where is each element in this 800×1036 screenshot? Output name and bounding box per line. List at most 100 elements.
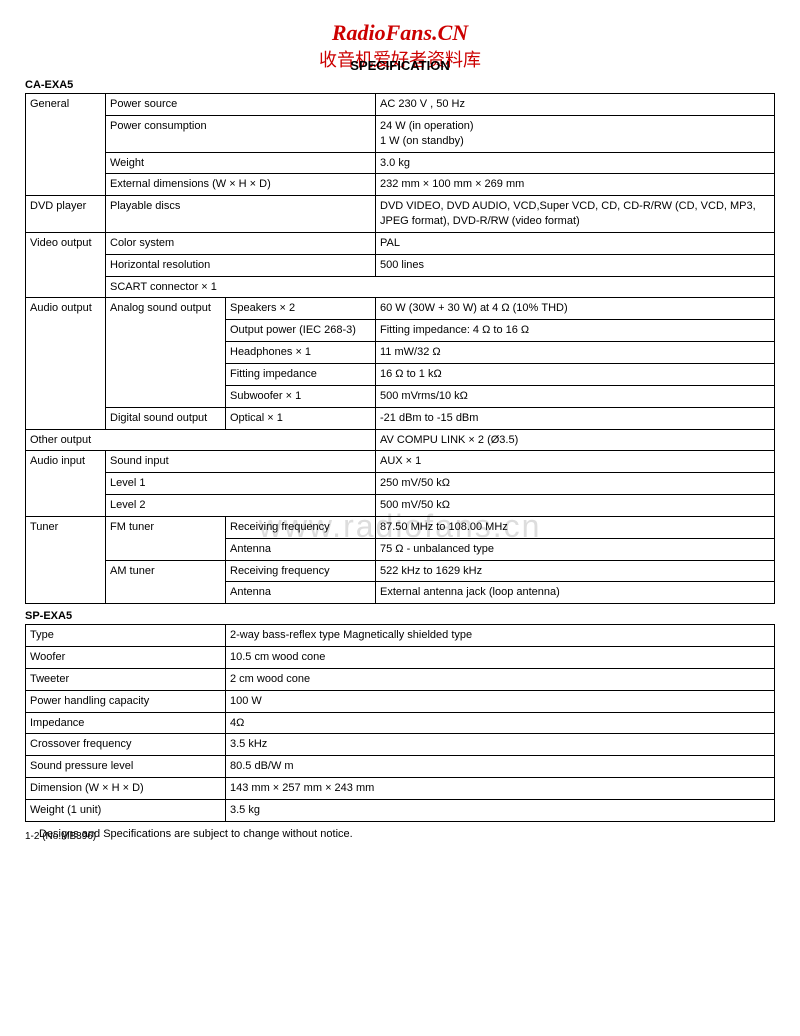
table-row: DVD player Playable discs DVD VIDEO, DVD… xyxy=(26,196,775,233)
table-row: Weight 3.0 kg xyxy=(26,152,775,174)
watermark-line1: RadioFans.CN xyxy=(25,20,775,46)
table-row: Tweeter2 cm wood cone xyxy=(26,668,775,690)
cell: AV COMPU LINK × 2 (Ø3.5) xyxy=(376,429,775,451)
cell: Analog sound output xyxy=(106,298,226,407)
table-row: Audio input Sound input AUX × 1 xyxy=(26,451,775,473)
cell: Weight (1 unit) xyxy=(26,800,226,822)
cell: Horizontal resolution xyxy=(106,254,376,276)
cell: 3.5 kg xyxy=(226,800,775,822)
cell: Dimension (W × H × D) xyxy=(26,778,226,800)
table-row: Power handling capacity100 W xyxy=(26,690,775,712)
footnote: Designs and Specifications are subject t… xyxy=(25,828,775,840)
cell: Color system xyxy=(106,232,376,254)
cell: 3.5 kHz xyxy=(226,734,775,756)
cell: Video output xyxy=(26,232,106,298)
spec-table-1: General Power source AC 230 V , 50 Hz Po… xyxy=(25,93,775,604)
cell: SCART connector × 1 xyxy=(106,276,775,298)
cell: AUX × 1 xyxy=(376,451,775,473)
table-row: Crossover frequency3.5 kHz xyxy=(26,734,775,756)
cell: External dimensions (W × H × D) xyxy=(106,174,376,196)
cell: 87.50 MHz to 108.00 MHz xyxy=(376,516,775,538)
cell: Fitting impedance: 4 Ω to 16 Ω xyxy=(376,320,775,342)
section1-label: CA-EXA5 xyxy=(25,79,775,91)
cell: 500 mV/50 kΩ xyxy=(376,495,775,517)
table-row: Woofer10.5 cm wood cone xyxy=(26,647,775,669)
cell: Digital sound output xyxy=(106,407,226,429)
table-row: SCART connector × 1 xyxy=(26,276,775,298)
cell: Audio output xyxy=(26,298,106,429)
table-row: Weight (1 unit)3.5 kg xyxy=(26,800,775,822)
cell: Power handling capacity xyxy=(26,690,226,712)
cell: 232 mm × 100 mm × 269 mm xyxy=(376,174,775,196)
cell: Level 2 xyxy=(106,495,376,517)
section2-label: SP-EXA5 xyxy=(25,610,775,622)
cell: Crossover frequency xyxy=(26,734,226,756)
cell: 11 mW/32 Ω xyxy=(376,342,775,364)
cell: 2-way bass-reflex type Magnetically shie… xyxy=(226,625,775,647)
cell: 500 lines xyxy=(376,254,775,276)
cell: Antenna xyxy=(226,582,376,604)
cell: Power consumption xyxy=(106,115,376,152)
cell: Level 1 xyxy=(106,473,376,495)
table-row: Power consumption 24 W (in operation)1 W… xyxy=(26,115,775,152)
cell: Woofer xyxy=(26,647,226,669)
table-row: Digital sound output Optical × 1 -21 dBm… xyxy=(26,407,775,429)
cell: 522 kHz to 1629 kHz xyxy=(376,560,775,582)
cell: 250 mV/50 kΩ xyxy=(376,473,775,495)
cell: Sound pressure level xyxy=(26,756,226,778)
cell: Output power (IEC 268-3) xyxy=(226,320,376,342)
table-row: Video output Color system PAL xyxy=(26,232,775,254)
cell: Impedance xyxy=(26,712,226,734)
cell: 3.0 kg xyxy=(376,152,775,174)
cell: 2 cm wood cone xyxy=(226,668,775,690)
spec-table-2: Type2-way bass-reflex type Magnetically … xyxy=(25,624,775,822)
table-row: AM tuner Receiving frequency 522 kHz to … xyxy=(26,560,775,582)
table-row: Type2-way bass-reflex type Magnetically … xyxy=(26,625,775,647)
cell: 100 W xyxy=(226,690,775,712)
cell: PAL xyxy=(376,232,775,254)
cell: AC 230 V , 50 Hz xyxy=(376,94,775,116)
cell: DVD player xyxy=(26,196,106,233)
cell: Optical × 1 xyxy=(226,407,376,429)
cell: General xyxy=(26,94,106,196)
table-row: Horizontal resolution 500 lines xyxy=(26,254,775,276)
table-row: Level 1 250 mV/50 kΩ xyxy=(26,473,775,495)
cell: 500 mVrms/10 kΩ xyxy=(376,385,775,407)
cell: 60 W (30W + 30 W) at 4 Ω (10% THD) xyxy=(376,298,775,320)
table-row: Level 2 500 mV/50 kΩ xyxy=(26,495,775,517)
cell: -21 dBm to -15 dBm xyxy=(376,407,775,429)
cell: Playable discs xyxy=(106,196,376,233)
cell: DVD VIDEO, DVD AUDIO, VCD,Super VCD, CD,… xyxy=(376,196,775,233)
cell: Other output xyxy=(26,429,376,451)
cell: Tweeter xyxy=(26,668,226,690)
cell: Receiving frequency xyxy=(226,516,376,538)
table-row: Other output AV COMPU LINK × 2 (Ø3.5) xyxy=(26,429,775,451)
cell: Power source xyxy=(106,94,376,116)
table-row: Tuner FM tuner Receiving frequency 87.50… xyxy=(26,516,775,538)
cell: Headphones × 1 xyxy=(226,342,376,364)
cell: 24 W (in operation)1 W (on standby) xyxy=(376,115,775,152)
cell: Tuner xyxy=(26,516,106,603)
cell: Audio input xyxy=(26,451,106,517)
cell: Antenna xyxy=(226,538,376,560)
cell: External antenna jack (loop antenna) xyxy=(376,582,775,604)
cell: AM tuner xyxy=(106,560,226,604)
cell: Type xyxy=(26,625,226,647)
table-row: Sound pressure level80.5 dB/W m xyxy=(26,756,775,778)
cell: Receiving frequency xyxy=(226,560,376,582)
cell: FM tuner xyxy=(106,516,226,560)
cell: 143 mm × 257 mm × 243 mm xyxy=(226,778,775,800)
cell: Fitting impedance xyxy=(226,363,376,385)
table-row: Dimension (W × H × D)143 mm × 257 mm × 2… xyxy=(26,778,775,800)
cell: 4Ω xyxy=(226,712,775,734)
table-row: Impedance4Ω xyxy=(26,712,775,734)
cell: Speakers × 2 xyxy=(226,298,376,320)
table-row: Audio output Analog sound output Speaker… xyxy=(26,298,775,320)
cell: 80.5 dB/W m xyxy=(226,756,775,778)
cell: Sound input xyxy=(106,451,376,473)
cell: 75 Ω - unbalanced type xyxy=(376,538,775,560)
cell: Weight xyxy=(106,152,376,174)
table-row: General Power source AC 230 V , 50 Hz xyxy=(26,94,775,116)
cell: Subwoofer × 1 xyxy=(226,385,376,407)
page-title: SPECIFICATION xyxy=(25,58,775,73)
